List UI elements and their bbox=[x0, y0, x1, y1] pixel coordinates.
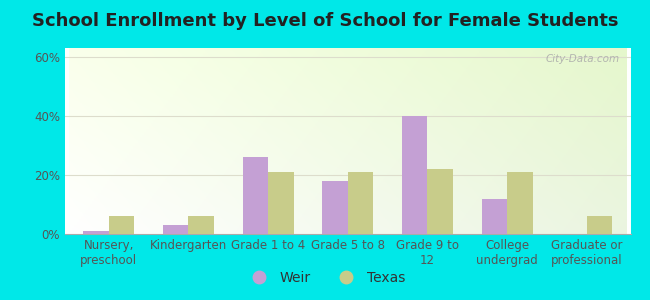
Bar bbox=[109, 216, 135, 234]
Bar bbox=[428, 169, 453, 234]
Bar bbox=[188, 216, 214, 234]
Bar bbox=[268, 172, 294, 234]
Text: City-Data.com: City-Data.com bbox=[545, 54, 619, 64]
Bar bbox=[482, 199, 507, 234]
Bar bbox=[587, 216, 612, 234]
Bar bbox=[322, 181, 348, 234]
Bar bbox=[402, 116, 428, 234]
Bar bbox=[348, 172, 373, 234]
Bar bbox=[242, 157, 268, 234]
Text: School Enrollment by Level of School for Female Students: School Enrollment by Level of School for… bbox=[32, 12, 618, 30]
Bar bbox=[507, 172, 532, 234]
Bar bbox=[83, 231, 109, 234]
Legend: Weir, Texas: Weir, Texas bbox=[240, 265, 410, 290]
Bar bbox=[163, 225, 188, 234]
